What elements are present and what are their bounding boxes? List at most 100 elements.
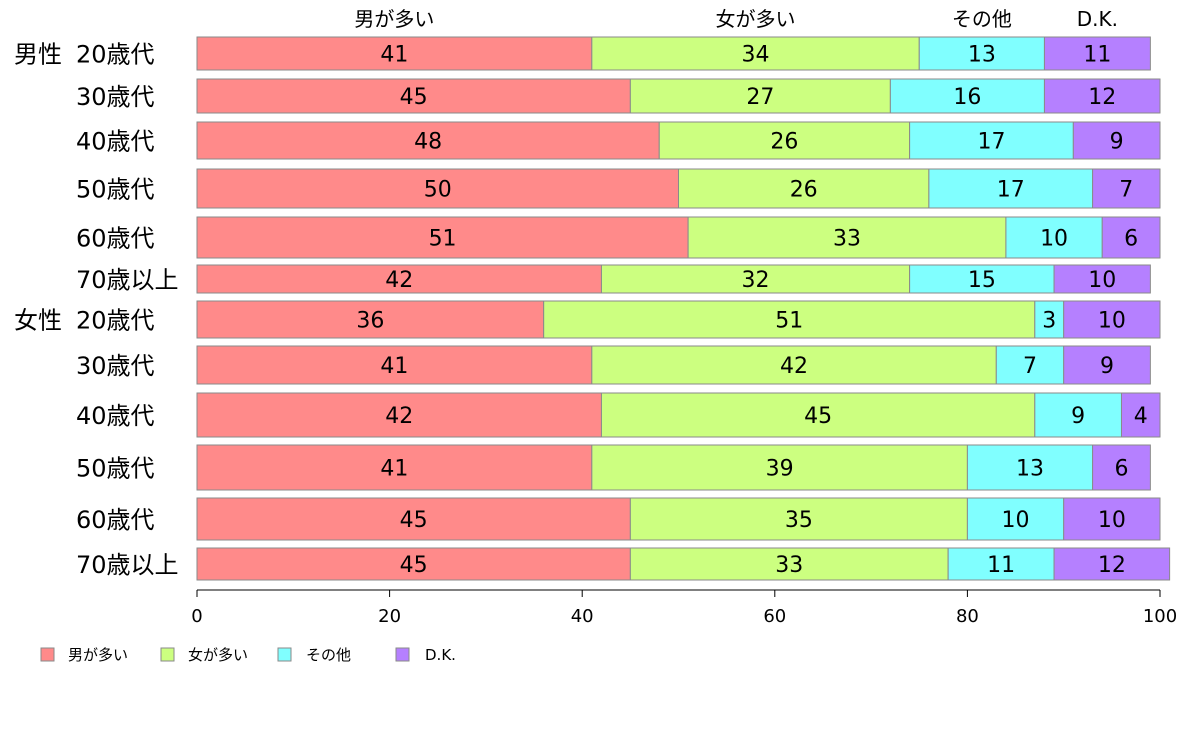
bar-segment bbox=[1053, 547, 1171, 581]
row-label: 70歳以上 bbox=[76, 266, 179, 294]
data-label: 6 bbox=[1114, 457, 1128, 482]
row-label: 50歳代 bbox=[76, 455, 155, 483]
bar-segment bbox=[1101, 216, 1161, 259]
legend-label: その他 bbox=[306, 646, 351, 664]
row-label: 40歳代 bbox=[76, 402, 155, 430]
data-label: 9 bbox=[1100, 354, 1114, 379]
row-label: 40歳代 bbox=[76, 128, 155, 156]
bar-segment bbox=[1034, 392, 1122, 438]
row-label: 50歳代 bbox=[76, 176, 155, 204]
bar-segment bbox=[1053, 264, 1151, 294]
bar-segment bbox=[196, 497, 631, 541]
legend-swatch bbox=[160, 647, 175, 662]
bar-segment bbox=[196, 216, 689, 259]
row-label: 30歳代 bbox=[76, 83, 155, 111]
bar-segment bbox=[1005, 216, 1103, 259]
bar-segment bbox=[196, 78, 631, 114]
column-header: D.K. bbox=[1077, 7, 1118, 31]
data-label: 50 bbox=[424, 178, 452, 203]
bar-segment bbox=[196, 36, 593, 71]
group-label: 女性 bbox=[14, 307, 62, 335]
data-label: 6 bbox=[1124, 227, 1138, 252]
row-label: 60歳代 bbox=[76, 506, 155, 534]
legend-swatch bbox=[40, 647, 55, 662]
x-tick-label: 20 bbox=[378, 606, 401, 627]
data-label: 48 bbox=[414, 130, 442, 155]
data-label: 16 bbox=[953, 85, 981, 110]
bar-segment bbox=[1072, 121, 1161, 160]
legend-label: D.K. bbox=[425, 646, 456, 664]
x-tick-label: 0 bbox=[191, 606, 202, 627]
group-label: 男性 bbox=[14, 41, 62, 69]
x-tick-label: 100 bbox=[1143, 606, 1177, 627]
column-header: その他 bbox=[952, 7, 1012, 31]
column-header: 女が多い bbox=[716, 7, 796, 31]
bar-segment bbox=[1120, 392, 1161, 438]
bar-segment bbox=[966, 497, 1065, 541]
data-label: 10 bbox=[1040, 227, 1068, 252]
data-label: 15 bbox=[968, 268, 996, 293]
row-label: 60歳代 bbox=[76, 225, 155, 253]
bar-segment bbox=[966, 444, 1094, 491]
bar-segment bbox=[1063, 497, 1161, 541]
data-label: 41 bbox=[380, 354, 408, 379]
data-label: 9 bbox=[1110, 130, 1124, 155]
data-label: 4 bbox=[1134, 404, 1148, 429]
bar-segment bbox=[196, 168, 679, 209]
row-label: 70歳以上 bbox=[76, 551, 179, 579]
x-tick-label: 60 bbox=[763, 606, 786, 627]
data-label: 33 bbox=[775, 553, 803, 578]
data-label: 10 bbox=[1002, 508, 1030, 533]
bar-segment bbox=[1092, 444, 1151, 491]
bar-segment bbox=[889, 78, 1045, 114]
bar-segment bbox=[629, 78, 891, 114]
bar-segment bbox=[995, 345, 1065, 385]
bar-segment bbox=[196, 264, 602, 294]
data-label: 10 bbox=[1098, 309, 1126, 334]
bar-segment bbox=[1063, 345, 1151, 385]
data-label: 11 bbox=[1083, 43, 1111, 68]
data-label: 17 bbox=[977, 130, 1005, 155]
row-label: 20歳代 bbox=[76, 307, 155, 335]
bar-segment bbox=[658, 121, 911, 160]
bar-segment bbox=[196, 444, 593, 491]
data-label: 39 bbox=[766, 457, 794, 482]
bar-segment bbox=[196, 121, 660, 160]
bar-segment bbox=[1043, 78, 1161, 114]
data-label: 41 bbox=[380, 457, 408, 482]
legend-swatch bbox=[395, 647, 410, 662]
bar-segment bbox=[591, 444, 968, 491]
data-label: 42 bbox=[780, 354, 808, 379]
data-label: 26 bbox=[790, 178, 818, 203]
x-tick-label: 40 bbox=[571, 606, 594, 627]
bar-segment bbox=[1043, 36, 1151, 71]
bar-segment bbox=[687, 216, 1007, 259]
data-label: 12 bbox=[1098, 553, 1126, 578]
column-header: 男が多い bbox=[354, 7, 434, 31]
data-label: 45 bbox=[400, 508, 428, 533]
data-label: 51 bbox=[775, 309, 803, 334]
bar-segment bbox=[196, 300, 545, 339]
data-label: 7 bbox=[1119, 178, 1133, 203]
bar-segment bbox=[909, 264, 1055, 294]
bar-segment bbox=[196, 547, 631, 581]
bar-segment bbox=[629, 497, 968, 541]
legend-label: 女が多い bbox=[188, 646, 248, 664]
data-label: 9 bbox=[1071, 404, 1085, 429]
bar-segment bbox=[600, 264, 911, 294]
bar-segment bbox=[678, 168, 930, 209]
data-label: 13 bbox=[1016, 457, 1044, 482]
data-label: 42 bbox=[385, 404, 413, 429]
data-label: 26 bbox=[770, 130, 798, 155]
data-label: 17 bbox=[997, 178, 1025, 203]
data-label: 3 bbox=[1042, 309, 1056, 334]
bar-segment bbox=[1092, 168, 1161, 209]
row-label: 20歳代 bbox=[76, 41, 155, 69]
x-tick-label: 80 bbox=[956, 606, 979, 627]
bar-segment bbox=[629, 547, 949, 581]
bar-segment bbox=[947, 547, 1055, 581]
row-label: 30歳代 bbox=[76, 352, 155, 380]
bar-segment bbox=[196, 345, 593, 385]
bar-segment bbox=[600, 392, 1036, 438]
